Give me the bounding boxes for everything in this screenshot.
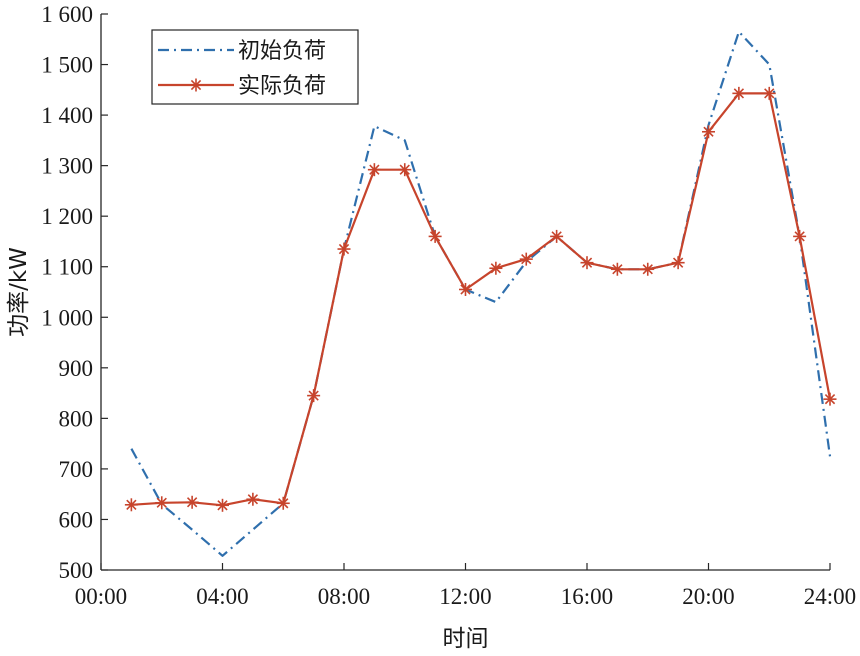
data-point-marker: [489, 261, 503, 275]
data-point-marker: [337, 242, 351, 256]
data-point-marker: [580, 256, 594, 270]
data-point-marker: [793, 229, 807, 243]
y-tick-label: 600: [59, 507, 94, 532]
legend-label: 实际负荷: [238, 74, 326, 99]
y-axis-label: 功率/kW: [6, 247, 32, 337]
x-tick-label: 20:00: [682, 584, 734, 609]
x-tick-label: 24:00: [804, 584, 856, 609]
y-tick-label: 500: [59, 558, 94, 583]
y-tick-label: 700: [59, 457, 94, 482]
legend-box: [151, 29, 359, 105]
data-point-marker: [216, 498, 229, 512]
series-actual-load-line: [131, 92, 832, 507]
x-tick-label: 12:00: [439, 584, 491, 609]
data-point-marker: [276, 496, 290, 510]
y-tick-label: 1 200: [41, 204, 93, 229]
data-point-marker: [155, 496, 169, 510]
x-tick-label: 16:00: [561, 584, 613, 609]
data-point-marker: [550, 229, 564, 243]
y-tick-label: 1 000: [41, 305, 93, 330]
data-point-marker: [702, 125, 715, 139]
y-tick-label: 800: [59, 406, 94, 431]
x-tick-label: 08:00: [318, 584, 370, 609]
y-tick-label: 1 400: [41, 103, 93, 128]
data-point-marker: [124, 498, 138, 512]
data-point-marker: [459, 282, 472, 296]
data-point-marker: [428, 229, 442, 243]
x-axis-label: 时间: [443, 626, 489, 652]
data-point-marker: [671, 256, 685, 270]
data-point-marker: [610, 262, 624, 276]
y-tick-label: 1 600: [41, 2, 93, 27]
legend-marker: [189, 78, 203, 92]
axes: 500 600 700 800 900 1 000 1 100 1 200 1 300 1 400…: [41, 2, 856, 609]
y-tick-label: 1 300: [41, 154, 93, 179]
x-tick-label: 04:00: [196, 584, 248, 609]
data-point-marker: [398, 163, 412, 177]
data-point-marker: [732, 86, 746, 100]
y-tick-label: 1 500: [41, 53, 93, 78]
data-point-marker: [641, 262, 655, 276]
data-point-marker: [307, 389, 321, 403]
data-point-marker: [367, 163, 381, 177]
x-tick-label: 00:00: [75, 584, 127, 609]
data-point-marker: [762, 86, 776, 100]
data-point-marker: [246, 492, 260, 506]
legend-label: 初始负荷: [238, 39, 326, 64]
data-point-marker: [823, 392, 837, 406]
data-point-marker: [185, 495, 199, 509]
y-tick-label: 900: [59, 356, 94, 381]
series-layer: [124, 30, 837, 557]
data-point-marker: [519, 252, 533, 266]
y-tick-label: 1 100: [41, 255, 93, 280]
series-initial-load-line: [130, 30, 832, 557]
